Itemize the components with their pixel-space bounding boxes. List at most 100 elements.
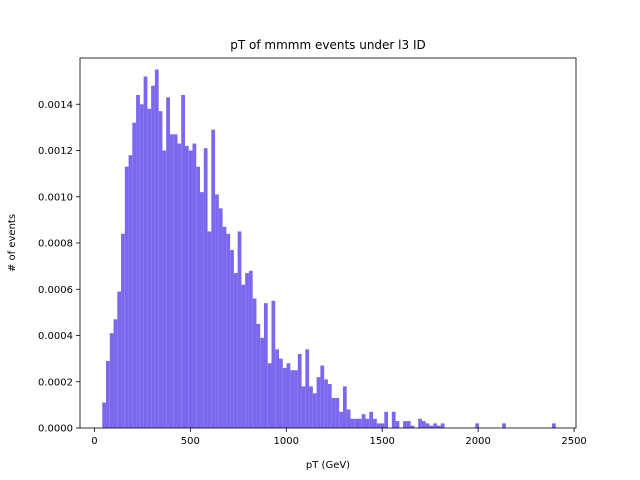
x-tick-label: 1000 (274, 436, 299, 447)
histogram-bar (143, 76, 148, 428)
histogram-bar (406, 421, 411, 428)
x-tick-label: 1500 (369, 436, 394, 447)
histogram-bar (357, 418, 362, 428)
histogram-bar (154, 69, 159, 428)
histogram-bar (241, 284, 246, 429)
histogram-bar (230, 249, 234, 428)
histogram-bar (275, 349, 280, 429)
histogram-bar (173, 134, 178, 428)
y-tick-label: 0.0012 (38, 146, 73, 157)
histogram-bar (203, 148, 208, 428)
histogram-bar (297, 354, 302, 428)
histogram-bar (331, 397, 336, 428)
histogram-bar (211, 129, 216, 428)
histogram-bar (425, 423, 430, 429)
histogram-bar (124, 166, 129, 428)
x-axis-ticks: 0 500 1000 1500 2000 2500 (91, 428, 587, 447)
y-tick-label: 0.0010 (38, 192, 73, 203)
histogram-bar (339, 411, 343, 428)
chart-title: pT of mmmm events under l3 ID (230, 38, 425, 52)
histogram-bar (301, 386, 306, 429)
histogram-bar (106, 360, 110, 428)
histogram-bar (158, 111, 163, 428)
histogram-bar (395, 421, 400, 428)
histogram-bar (166, 97, 170, 428)
histogram-bar (169, 134, 174, 428)
y-axis-title: # of events (7, 214, 18, 272)
histogram-bar (267, 363, 272, 428)
x-tick-label: 2000 (465, 436, 490, 447)
histogram-bar (109, 333, 114, 428)
histogram-bar (429, 425, 434, 428)
histogram-bar (188, 150, 193, 428)
histogram-bar (316, 377, 321, 429)
histogram-bar (196, 166, 201, 428)
histogram-bar (215, 194, 219, 428)
histogram-bar (151, 85, 155, 428)
histogram-bar (121, 233, 125, 428)
histogram-bar (184, 145, 189, 429)
histogram-bar (139, 104, 144, 428)
x-axis-title: pT (GeV) (306, 460, 350, 471)
histogram-bar (117, 291, 122, 428)
y-tick-label: 0.0006 (38, 285, 73, 296)
histogram-bar (279, 358, 283, 429)
y-tick-label: 0.0014 (38, 100, 73, 111)
histogram-bar (552, 423, 556, 429)
histogram-bar (312, 393, 317, 428)
histogram-bar (346, 409, 351, 428)
histogram-bar (177, 143, 182, 428)
y-tick-label: 0.0008 (38, 239, 73, 250)
y-axis-ticks: 0.0000 0.0002 0.0004 0.0006 0.0008 0.0010 0.00… (38, 100, 80, 435)
histogram-bar (502, 423, 506, 429)
histogram-bar (237, 231, 242, 428)
x-tick-label: 500 (181, 436, 200, 447)
histogram-bar (373, 418, 377, 428)
histogram-bar (305, 349, 310, 429)
histogram-bar (271, 300, 276, 428)
histogram-bar (282, 367, 287, 429)
histogram-bar (391, 411, 396, 428)
histogram-bar (218, 208, 223, 428)
y-tick-label: 0.0002 (38, 377, 73, 388)
histogram-bar (113, 319, 118, 428)
x-tick-label: 2500 (561, 436, 586, 447)
histogram-bar (436, 425, 441, 428)
y-tick-label: 0.0004 (38, 331, 73, 342)
histogram-bar (294, 370, 298, 428)
histogram-bar (376, 423, 381, 429)
histogram-bar (380, 423, 385, 429)
histogram-bar (233, 273, 238, 428)
x-tick-label: 0 (91, 436, 97, 447)
histogram-bar (418, 418, 422, 428)
histogram-bar (263, 303, 268, 429)
histogram-bar (342, 386, 347, 429)
histogram-bar (320, 365, 325, 428)
histogram-bar (433, 423, 437, 429)
histogram-bar (403, 421, 407, 428)
histogram-bar (136, 95, 140, 428)
histogram-bar (290, 370, 295, 428)
histogram-bar (369, 411, 374, 428)
histogram-bar (147, 108, 152, 429)
histogram-bar (440, 423, 445, 429)
histogram-bar (260, 337, 264, 428)
y-tick-label: 0.0000 (38, 424, 73, 435)
histogram-bar (252, 298, 257, 428)
histogram-bar (222, 226, 227, 428)
histogram-bar (102, 402, 107, 428)
histogram-bar (365, 418, 370, 428)
histogram-bar (248, 270, 253, 428)
histogram-bar (286, 363, 291, 428)
histogram-bar (354, 418, 358, 428)
histogram-bar (162, 150, 167, 428)
histogram-bar (192, 143, 197, 428)
histogram-bar (200, 192, 204, 428)
histogram-bar (181, 95, 185, 428)
histogram-bars (102, 69, 556, 429)
histogram-bar (309, 386, 313, 429)
histogram-bar (475, 423, 480, 429)
histogram-bar (226, 233, 231, 428)
histogram-bar (256, 323, 261, 428)
